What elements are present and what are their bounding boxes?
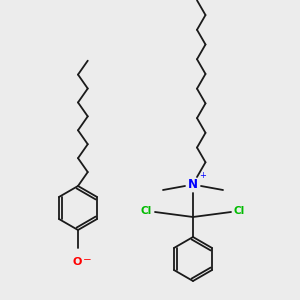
Text: Cl: Cl [141, 206, 152, 216]
Text: +: + [200, 172, 206, 181]
Text: Cl: Cl [234, 206, 245, 216]
Text: −: − [82, 255, 91, 265]
Text: N: N [188, 178, 198, 191]
Text: O: O [72, 257, 82, 267]
